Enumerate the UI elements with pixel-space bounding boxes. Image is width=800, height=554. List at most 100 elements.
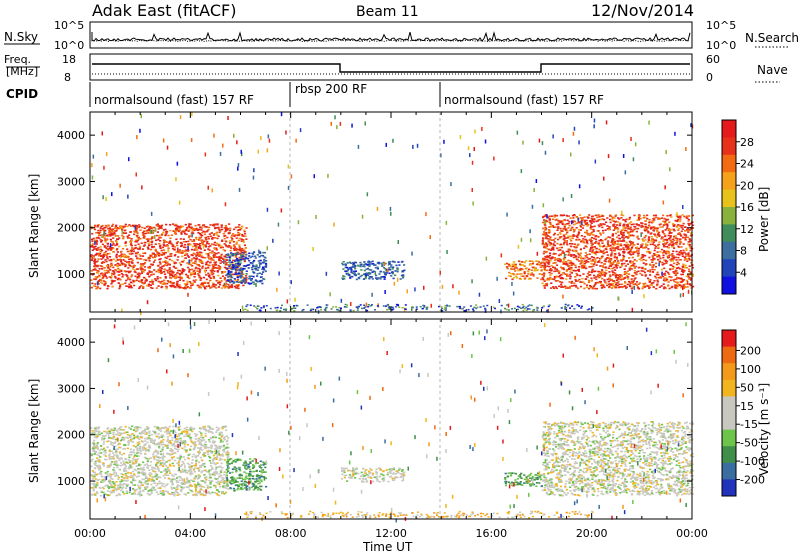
range-cell-0-1474 — [115, 244, 119, 246]
range-cell-4-889 — [557, 223, 560, 225]
range-cell-4-474 — [674, 284, 677, 286]
range-cell-0-942 — [220, 226, 223, 228]
sparse-cell-242 — [371, 292, 373, 297]
range-cell-4-116 — [678, 252, 681, 255]
range-cell-0-825 — [134, 275, 137, 278]
sparse-cell-235 — [277, 222, 280, 227]
range-cell-1-72 — [261, 268, 264, 271]
range-cell-2-95 — [403, 264, 406, 266]
range-cell-4-1824 — [611, 286, 614, 289]
range-cell-0-136 — [142, 474, 145, 476]
range-cell-0-477 — [96, 225, 99, 228]
range-cell-0-987 — [188, 281, 192, 283]
range-cell-4-1391 — [611, 217, 614, 219]
range-cell-4-259 — [633, 214, 636, 217]
range-cell-4-1109 — [559, 237, 562, 239]
noise-left-tick-bottom: 10^0 — [54, 39, 84, 52]
range-cell-0-186 — [176, 244, 179, 247]
range-cell-4-762 — [568, 287, 571, 289]
range-cell-0-1027 — [125, 255, 128, 257]
range-cell-0-143 — [181, 478, 184, 480]
range-cell-4-437 — [688, 238, 691, 240]
range-cell-2-129 — [402, 275, 405, 278]
range-cell-1-13 — [261, 255, 265, 257]
range-cell-4-179 — [548, 215, 551, 218]
range-cell-0-181 — [190, 248, 194, 251]
range-cell-4-1520 — [685, 255, 688, 257]
range-cell-0-538 — [189, 259, 193, 262]
range-cell-4-1679 — [611, 270, 614, 272]
range-cell-2-60 — [379, 278, 382, 280]
range-cell-0-631 — [189, 274, 192, 277]
range-cell-2-180 — [362, 278, 365, 280]
range-cell-4-731 — [647, 231, 650, 234]
range-cell-0-1379 — [184, 286, 187, 288]
range-cell-0-480 — [91, 240, 94, 243]
range-cell-2-41 — [363, 273, 366, 276]
range-cell-0-1074 — [223, 243, 226, 245]
near-range-cell-203 — [475, 307, 478, 310]
range-cell-4-1459 — [617, 286, 620, 289]
range-cell-4-978 — [682, 287, 686, 289]
range-cell-1-194 — [251, 262, 254, 265]
range-cell-4-1151 — [574, 256, 577, 259]
range-cell-0-230 — [201, 226, 204, 228]
range-cell-4-472 — [572, 217, 575, 219]
range-cell-4-1607 — [667, 284, 670, 287]
range-cell-0-408 — [99, 287, 102, 290]
range-cell-4-1087 — [542, 278, 545, 281]
range-cell-4-1179 — [543, 272, 546, 274]
range-cell-3-72 — [513, 261, 516, 263]
range-cell-0-1215 — [122, 247, 125, 250]
range-cell-0-432 — [191, 284, 194, 286]
range-cell-0-732 — [169, 229, 172, 232]
range-cell-0-260 — [105, 484, 108, 486]
range-cell-2-122 — [346, 269, 349, 272]
range-cell-0-1697 — [129, 285, 132, 288]
range-cell-4-1233 — [656, 255, 659, 258]
near-range-cell-185 — [548, 304, 551, 306]
range-cell-4-319 — [588, 253, 591, 255]
range-cell-4-892 — [585, 286, 589, 288]
range-cell-0-688 — [175, 226, 178, 229]
noise-right-tick-bottom: 10^0 — [706, 39, 736, 52]
range-cell-0-1139 — [200, 256, 203, 258]
range-cell-0-1336 — [221, 239, 224, 242]
range-cell-0-1280 — [226, 245, 229, 248]
range-cell-4-1768 — [676, 285, 679, 288]
range-cell-4-1297 — [557, 249, 560, 252]
range-cell-4-1171 — [653, 244, 656, 247]
range-cell-0-555 — [231, 234, 234, 237]
range-cell-4-997 — [614, 215, 617, 217]
range-cell-4-204 — [659, 257, 662, 260]
range-cell-4-1059 — [653, 280, 656, 282]
range-cell-4-597 — [597, 219, 600, 221]
range-cell-4-1168 — [679, 225, 682, 227]
range-cell-4-453 — [554, 280, 557, 282]
range-cell-4-334 — [543, 250, 546, 253]
range-cell-4-1913 — [645, 225, 648, 228]
range-cell-0-658 — [149, 281, 152, 283]
range-cell-4-1858 — [674, 270, 677, 272]
range-cell-0-679 — [114, 244, 117, 247]
range-cell-0-1230 — [129, 278, 132, 281]
range-cell-0-1575 — [180, 226, 183, 228]
range-cell-0-1217 — [166, 261, 169, 263]
range-cell-0-1648 — [224, 263, 227, 266]
range-cell-0-1619 — [104, 275, 108, 277]
range-cell-1-104 — [239, 275, 242, 278]
range-cell-0-1478 — [95, 287, 98, 290]
range-cell-4-1888 — [576, 280, 579, 282]
range-cell-4-1089 — [623, 252, 626, 254]
range-cell-0-1533 — [223, 271, 226, 273]
range-cell-0-283 — [94, 264, 97, 266]
range-cell-0-1367 — [124, 225, 127, 228]
range-cell-4-1776 — [623, 272, 627, 274]
range-cell-0-1460 — [236, 248, 239, 251]
range-cell-4-576 — [546, 262, 549, 264]
range-cell-4-1130 — [592, 230, 595, 233]
range-cell-0-448 — [160, 234, 163, 236]
range-cell-4-1420 — [686, 217, 689, 219]
sparse-cell-83 — [440, 153, 442, 158]
range-cell-0-706 — [93, 228, 97, 231]
